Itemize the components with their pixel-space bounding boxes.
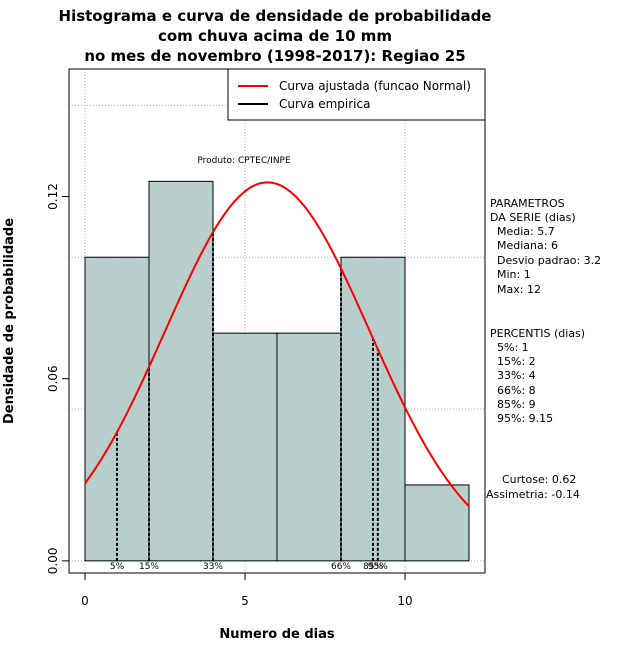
percentiles-block: PERCENTIS (dias) 5%: 1 15%: 2 33%: 4 66%…	[490, 327, 585, 425]
series-parameters: PARAMETROS DA SERIE (dias) Media: 5.7 Me…	[490, 197, 601, 296]
param-media: Media: 5.7	[497, 225, 555, 238]
y-tick-label-0: 0.00	[46, 547, 60, 574]
assimetria-value: Assimetria: -0.14	[486, 488, 580, 501]
param-min: Min: 1	[497, 268, 531, 281]
legend-label-fitted: Curva ajustada (funcao Normal)	[279, 79, 471, 93]
percentile-label-1: 15%	[139, 562, 159, 572]
product-annotation: Produto: CPTEC/INPE	[197, 156, 291, 166]
y-axis-label: Densidade de probabilidade	[2, 218, 17, 424]
percentile-label-3: 66%	[331, 562, 351, 572]
legend-box	[227, 68, 486, 121]
chart-title-line-3: no mes de novembro (1998-2017): Regiao 2…	[84, 47, 465, 65]
param-mediana: Mediana: 6	[497, 239, 558, 252]
histogram-bar-2	[212, 332, 278, 562]
percentil-15: 15%: 2	[497, 355, 536, 368]
x-axis: 0 5 10	[81, 572, 413, 608]
curtose-value: Curtose: 0.62	[502, 473, 576, 486]
percentile-label-2: 33%	[203, 562, 223, 572]
x-axis-label: Numero de dias	[219, 627, 335, 642]
chart-title-line-2: com chuva acima de 10 mm	[158, 27, 392, 45]
x-tick-label-0: 0	[81, 594, 89, 608]
params-header-1: PARAMETROS	[490, 197, 565, 210]
y-tick-label-2: 0.12	[46, 183, 60, 210]
x-tick-label-2: 10	[397, 594, 412, 608]
param-max: Max: 12	[497, 283, 541, 296]
percentile-label-5: 95%	[368, 562, 388, 572]
percentis-header: PERCENTIS (dias)	[490, 327, 585, 340]
histogram-bars	[84, 180, 470, 562]
params-header-2: DA SERIE (dias)	[490, 211, 576, 224]
percentile-label-0: 5%	[110, 562, 125, 572]
percentile-label-4: 85%	[363, 562, 383, 572]
legend-label-empirical: Curva empirica	[279, 97, 370, 111]
histogram-bar-3	[276, 332, 342, 562]
fitted-curve-layer	[84, 181, 470, 508]
percentil-95: 95%: 9.15	[497, 412, 553, 425]
percentil-66: 66%: 8	[497, 384, 536, 397]
x-tick-label-1: 5	[241, 594, 249, 608]
param-desvio: Desvio padrao: 3.2	[497, 254, 601, 267]
percentil-33: 33%: 4	[497, 369, 536, 382]
chart-title-line-1: Histograma e curva de densidade de proba…	[59, 7, 492, 25]
histogram-bar-5	[404, 484, 470, 562]
y-tick-label-1: 0.06	[46, 365, 60, 392]
fitted-normal-curve	[84, 181, 470, 508]
percentile-lines: 5% 15% 33% 66% 85%95%	[110, 232, 388, 572]
percentil-85: 85%: 9	[497, 398, 536, 411]
legend: Curva ajustada (funcao Normal) Curva emp…	[227, 68, 486, 121]
percentil-5: 5%: 1	[497, 341, 529, 354]
histogram-bar-1	[148, 180, 214, 562]
y-axis: 0.00 0.06 0.12	[46, 183, 70, 574]
